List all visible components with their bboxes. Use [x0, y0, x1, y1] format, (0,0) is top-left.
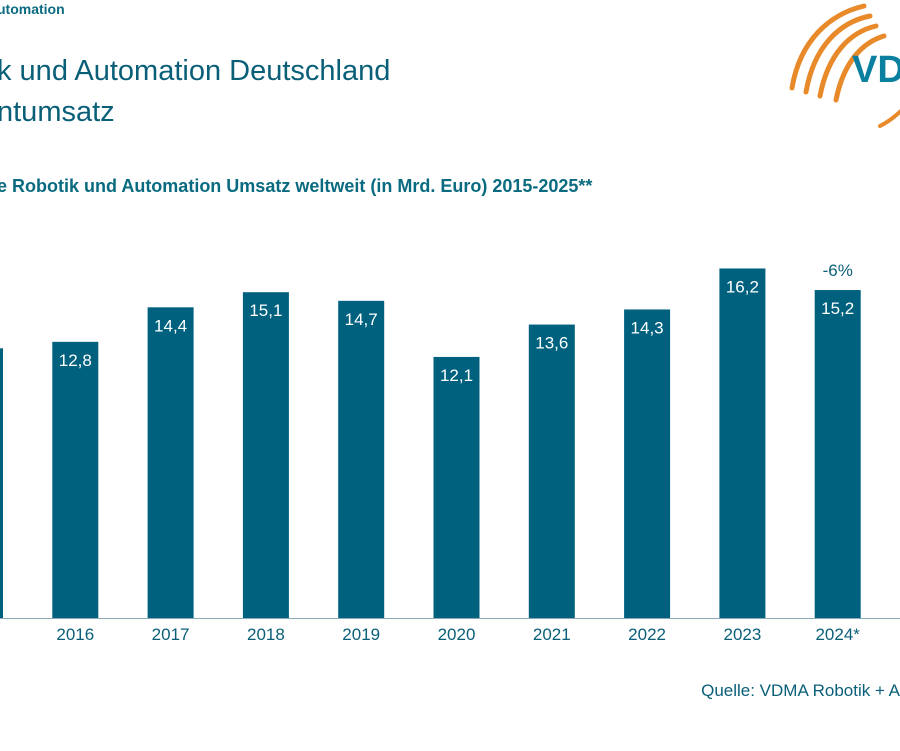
x-tick-2023: 2023 [723, 625, 761, 644]
data-label-2024*: 15,2 [821, 299, 854, 318]
vdma-logo: VD [789, 3, 900, 128]
logo-text: VD [852, 49, 900, 91]
bars-group [0, 268, 861, 618]
x-tick-2016: 2016 [56, 625, 94, 644]
data-label-2017: 14,4 [154, 316, 187, 335]
x-tick-2019: 2019 [342, 625, 380, 644]
page-title-line1: k und Automation Deutschland [0, 55, 391, 87]
data-label-2018: 15,1 [249, 301, 282, 320]
data-label-2022: 14,3 [631, 318, 664, 337]
bar-2018 [242, 292, 289, 618]
bar-2016 [52, 341, 99, 618]
bar-2017 [147, 307, 194, 618]
annotations-group: -6% [823, 261, 853, 280]
bar-2022 [624, 309, 671, 618]
bar-2020 [433, 356, 480, 618]
data-label-2023: 16,2 [726, 277, 759, 296]
data-labels-group: 12,8 14,4 15,1 14,7 12,1 13,6 14,3 16,2 15,2 [59, 277, 854, 384]
x-tick-2022: 2022 [628, 625, 666, 644]
bar-2023 [719, 268, 766, 618]
source-note: Quelle: VDMA Robotik + A [701, 681, 900, 700]
chart-title: e Robotik und Automation Umsatz weltweit… [0, 176, 593, 196]
page-title-line2: ntumsatz [0, 96, 115, 128]
x-tick-2017: 2017 [152, 625, 190, 644]
bar-2019 [338, 300, 385, 618]
data-label-2016: 12,8 [59, 351, 92, 370]
x-tick-labels-group: 2016 2017 2018 2019 2020 2021 2022 2023 2024* [56, 625, 860, 644]
data-label-2020: 12,1 [440, 366, 473, 385]
header-topline: utomation [0, 1, 65, 17]
x-tick-2018: 2018 [247, 625, 285, 644]
annotation-2024*: -6% [823, 261, 853, 280]
x-tick-2020: 2020 [438, 625, 476, 644]
data-label-2019: 14,7 [345, 310, 378, 329]
data-label-2021: 13,6 [535, 334, 568, 353]
x-tick-2024*: 2024* [815, 625, 860, 644]
bar-first [0, 348, 3, 618]
x-tick-2021: 2021 [533, 625, 571, 644]
bar-2021 [528, 324, 575, 618]
bar-2024* [814, 290, 861, 618]
logo-arcs-icon [789, 3, 900, 128]
